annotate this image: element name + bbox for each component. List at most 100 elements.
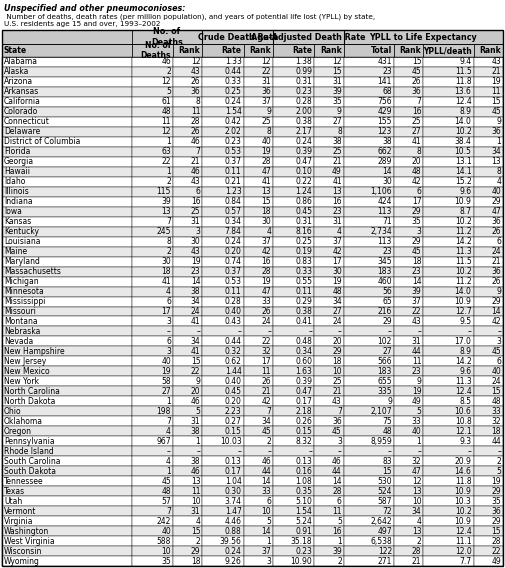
Bar (344, 446, 394, 456)
Bar (2, 57, 132, 67)
Bar (315, 197, 344, 207)
Text: 14: 14 (191, 277, 200, 286)
Bar (132, 356, 173, 366)
Text: Indiana: Indiana (4, 197, 33, 206)
Text: –: – (167, 327, 171, 336)
Bar (273, 436, 315, 446)
Bar (2, 466, 132, 476)
Bar (2, 307, 132, 316)
Bar (423, 446, 474, 456)
Text: 26: 26 (491, 227, 501, 236)
Bar (394, 506, 423, 516)
Text: 10.03: 10.03 (220, 437, 242, 446)
Bar (132, 516, 173, 526)
Bar (203, 406, 243, 416)
Bar (243, 127, 273, 137)
Bar (203, 536, 243, 546)
Bar (394, 207, 423, 216)
Text: 22: 22 (191, 367, 200, 376)
Text: 17: 17 (161, 307, 171, 316)
Text: 0.15: 0.15 (295, 427, 313, 436)
Bar (344, 356, 394, 366)
Text: 1: 1 (166, 137, 171, 147)
Text: 38: 38 (191, 457, 200, 466)
Text: 10.9: 10.9 (454, 197, 472, 206)
Bar (203, 77, 243, 87)
Bar (423, 227, 474, 237)
Bar (344, 177, 394, 187)
Text: 6: 6 (496, 357, 501, 366)
Bar (344, 327, 394, 336)
Text: 14.0: 14.0 (454, 118, 472, 126)
Bar (203, 307, 243, 316)
Text: 45: 45 (412, 68, 422, 77)
Text: Rank: Rank (479, 46, 501, 55)
Text: 1,106: 1,106 (370, 187, 392, 196)
Bar (344, 207, 394, 216)
Text: 8: 8 (417, 147, 422, 156)
Text: California: California (4, 97, 41, 106)
Text: 0.11: 0.11 (225, 167, 242, 176)
Bar (344, 396, 394, 406)
Bar (394, 67, 423, 77)
Text: Rank: Rank (320, 46, 342, 55)
Text: 10: 10 (161, 546, 171, 556)
Bar (132, 247, 173, 257)
Bar (273, 266, 315, 277)
Bar (132, 77, 173, 87)
Text: 24: 24 (191, 307, 200, 316)
Bar (315, 167, 344, 177)
Bar (203, 137, 243, 147)
Text: Rhode Island: Rhode Island (4, 446, 54, 456)
Text: 21: 21 (262, 387, 271, 396)
Bar (173, 316, 203, 327)
Bar (273, 30, 344, 44)
Text: 36: 36 (412, 87, 422, 97)
Bar (132, 157, 173, 167)
Text: 45: 45 (491, 107, 501, 116)
Text: 2,107: 2,107 (370, 407, 392, 416)
Bar (173, 426, 203, 436)
Bar (243, 57, 273, 67)
Bar (394, 87, 423, 97)
Text: 0.53: 0.53 (225, 277, 242, 286)
Bar (423, 556, 474, 566)
Text: 12.0: 12.0 (455, 546, 472, 556)
Text: 14.1: 14.1 (455, 167, 472, 176)
Text: 12.4: 12.4 (455, 527, 472, 536)
Bar (203, 526, 243, 536)
Bar (315, 506, 344, 516)
Bar (315, 127, 344, 137)
Text: 0.24: 0.24 (225, 546, 242, 556)
Text: 271: 271 (378, 557, 392, 566)
Text: 26: 26 (262, 377, 271, 386)
Bar (173, 496, 203, 506)
Text: 8.32: 8.32 (295, 437, 313, 446)
Text: Wyoming: Wyoming (4, 557, 40, 566)
Text: 35: 35 (332, 97, 342, 106)
Bar (344, 536, 394, 546)
Bar (394, 476, 423, 486)
Bar (344, 44, 394, 57)
Bar (203, 446, 243, 456)
Bar (243, 117, 273, 127)
Text: 497: 497 (377, 527, 392, 536)
Bar (315, 237, 344, 247)
Bar (243, 316, 273, 327)
Text: 42: 42 (332, 247, 342, 256)
Text: 34: 34 (191, 297, 200, 306)
Text: 37: 37 (262, 97, 271, 106)
Bar (474, 486, 503, 496)
Bar (243, 496, 273, 506)
Text: 15: 15 (262, 197, 271, 206)
Text: –: – (418, 327, 422, 336)
Text: 25: 25 (332, 147, 342, 156)
Text: 345: 345 (377, 257, 392, 266)
Text: 242: 242 (157, 516, 171, 525)
Text: 7.84: 7.84 (225, 227, 242, 236)
Text: 9.4: 9.4 (460, 57, 472, 66)
Bar (474, 496, 503, 506)
Text: 14: 14 (262, 527, 271, 536)
Bar (474, 167, 503, 177)
Bar (394, 327, 423, 336)
